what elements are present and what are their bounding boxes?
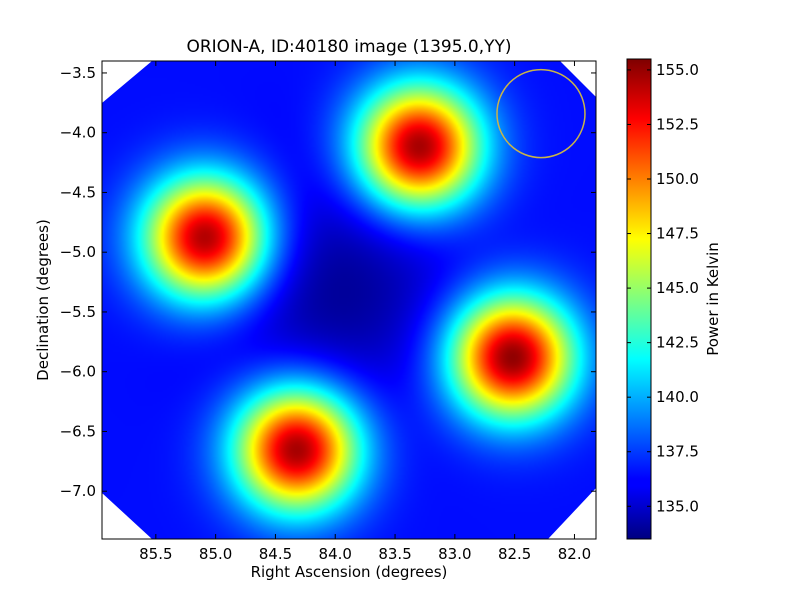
y-axis-label: Declination (degrees) bbox=[34, 219, 52, 381]
corner-mask-bottom-left bbox=[102, 493, 152, 539]
colorbar-ticks: 135.0 137.5 140.0 142.5 145.0 147.5 150.0 152.5… bbox=[627, 61, 699, 515]
y-axis-ticks: −3.5 −4.0 −4.5 −5.0 −5.5 −6.0 −6.5 −7.0 bbox=[60, 64, 596, 500]
corner-mask-top-right bbox=[560, 61, 596, 97]
y-tick-label: −7.0 bbox=[60, 482, 96, 500]
y-tick-label: −5.5 bbox=[60, 303, 96, 321]
corner-mask-top-left bbox=[102, 61, 152, 103]
x-tick-label: 83.5 bbox=[378, 545, 411, 563]
y-tick-label: −4.5 bbox=[60, 183, 96, 201]
plot-frame bbox=[101, 60, 597, 540]
heatmap-area bbox=[102, 61, 596, 539]
colorbar-tick-label: 140.0 bbox=[656, 388, 699, 406]
x-tick-label: 85.5 bbox=[139, 545, 172, 563]
y-tick-label: −6.5 bbox=[60, 422, 96, 440]
colorbar-tick-label: 145.0 bbox=[656, 279, 699, 297]
colorbar-tick-label: 135.0 bbox=[656, 497, 699, 515]
colorbar-tick-label: 155.0 bbox=[656, 61, 699, 79]
y-tick-label: −3.5 bbox=[60, 64, 96, 82]
x-axis-label: Right Ascension (degrees) bbox=[251, 563, 448, 581]
colorbar-tick-label: 152.5 bbox=[656, 115, 699, 133]
x-tick-label: 84.5 bbox=[259, 545, 292, 563]
x-tick-label: 84.0 bbox=[319, 545, 352, 563]
colorbar-frame bbox=[626, 58, 652, 540]
chart-title: ORION-A, ID:40180 image (1395.0,YY) bbox=[186, 37, 511, 57]
y-tick-label: −5.0 bbox=[60, 243, 96, 261]
colorbar-tick-label: 150.0 bbox=[656, 170, 699, 188]
corner-masks bbox=[102, 61, 596, 539]
x-axis-ticks: 85.5 85.0 84.5 84.0 83.5 83.0 82.5 82.0 bbox=[139, 61, 591, 563]
y-tick-label: −4.0 bbox=[60, 124, 96, 142]
heatmap-image bbox=[102, 61, 596, 539]
colorbar-gradient bbox=[627, 59, 651, 539]
corner-mask-bottom-right bbox=[548, 488, 596, 539]
colorbar-tick-label: 142.5 bbox=[656, 334, 699, 352]
x-tick-label: 82.5 bbox=[498, 545, 531, 563]
x-tick-label: 82.0 bbox=[558, 545, 591, 563]
y-tick-label: −6.0 bbox=[60, 363, 96, 381]
colorbar: 135.0 137.5 140.0 142.5 145.0 147.5 150.0 152.5… bbox=[626, 58, 722, 540]
beam-circle bbox=[496, 68, 586, 159]
colorbar-label: Power in Kelvin bbox=[704, 242, 722, 356]
colorbar-tick-label: 147.5 bbox=[656, 225, 699, 243]
x-tick-label: 85.0 bbox=[199, 545, 232, 563]
x-tick-label: 83.0 bbox=[438, 545, 471, 563]
colorbar-tick-label: 137.5 bbox=[656, 443, 699, 461]
